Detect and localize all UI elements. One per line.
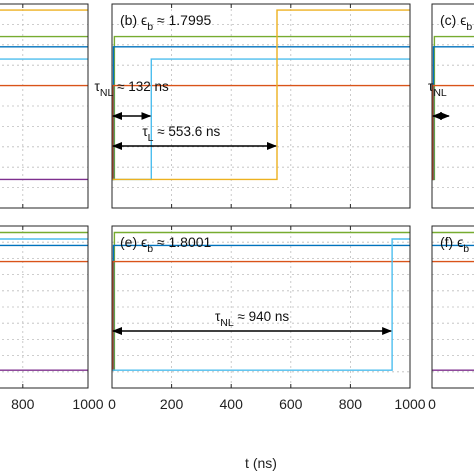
x-tick-label: 0 <box>108 396 116 412</box>
x-tick-label: 1000 <box>72 396 103 412</box>
axes-box <box>111 225 411 389</box>
x-tick-label: 200 <box>160 396 184 412</box>
series-line-cyan <box>112 238 410 371</box>
series-line-green <box>112 35 410 181</box>
annotation-label: τNL ≈ 940 ns <box>215 309 289 329</box>
panel-label-f: (f) ϵb <box>440 234 469 255</box>
annotation-label: τNL ≈ 132 ns <box>95 79 169 99</box>
series-line-cyan <box>112 58 410 181</box>
series-group-c <box>432 35 474 181</box>
panel-e: 0 200 400 600 800 1000 (e) ϵb ≈ 1.8001 τNL ≈ 94… <box>108 225 426 412</box>
series-group-a <box>0 9 88 181</box>
series-group-e <box>112 231 410 371</box>
series-line-blue <box>112 46 410 181</box>
series-group-b <box>112 9 410 181</box>
x-tick-label: 0 <box>428 396 436 412</box>
series-line-green <box>432 35 474 181</box>
axes-box <box>431 225 474 389</box>
series-line-yellow <box>112 9 410 181</box>
panel-f: 0 (f) ϵb <box>428 225 474 412</box>
grid-b <box>112 4 410 208</box>
x-axis-label: t (ns) <box>245 455 277 471</box>
axes-box <box>0 225 89 389</box>
panel-a <box>0 3 89 209</box>
x-tick-label: 400 <box>220 396 244 412</box>
panel-label-b: (b) ϵb ≈ 1.7995 <box>120 12 212 33</box>
axes-box <box>111 3 411 209</box>
series-line-orange <box>432 84 474 181</box>
axes-box <box>0 3 89 209</box>
series-line-blue <box>112 244 410 371</box>
series-line-blue <box>432 46 474 181</box>
panel-c: (c) ϵb τNL <box>428 3 474 209</box>
panel-label-c: (c) ϵb <box>440 12 472 33</box>
annotation-label: τNL <box>428 79 447 99</box>
grid-c <box>432 4 474 208</box>
panel-d: 800 1000 <box>0 225 104 412</box>
axes-box <box>431 3 474 209</box>
annotation-label: τL ≈ 553.6 ns <box>142 124 220 144</box>
x-tick-label: 600 <box>279 396 303 412</box>
series-line-green <box>112 231 410 371</box>
grid-d <box>0 226 88 388</box>
x-tick-label: 800 <box>339 396 363 412</box>
panel-b: (b) ϵb ≈ 1.7995 τNL ≈ 132 ns τL ≈ 553.6 ns <box>95 3 411 209</box>
grid-e <box>112 226 410 388</box>
panel-label-e: (e) ϵb ≈ 1.8001 <box>120 234 212 255</box>
grid-a <box>0 4 88 208</box>
series-group-d <box>0 231 88 371</box>
x-tick-label: 1000 <box>394 396 425 412</box>
x-tick-label: 800 <box>11 396 35 412</box>
